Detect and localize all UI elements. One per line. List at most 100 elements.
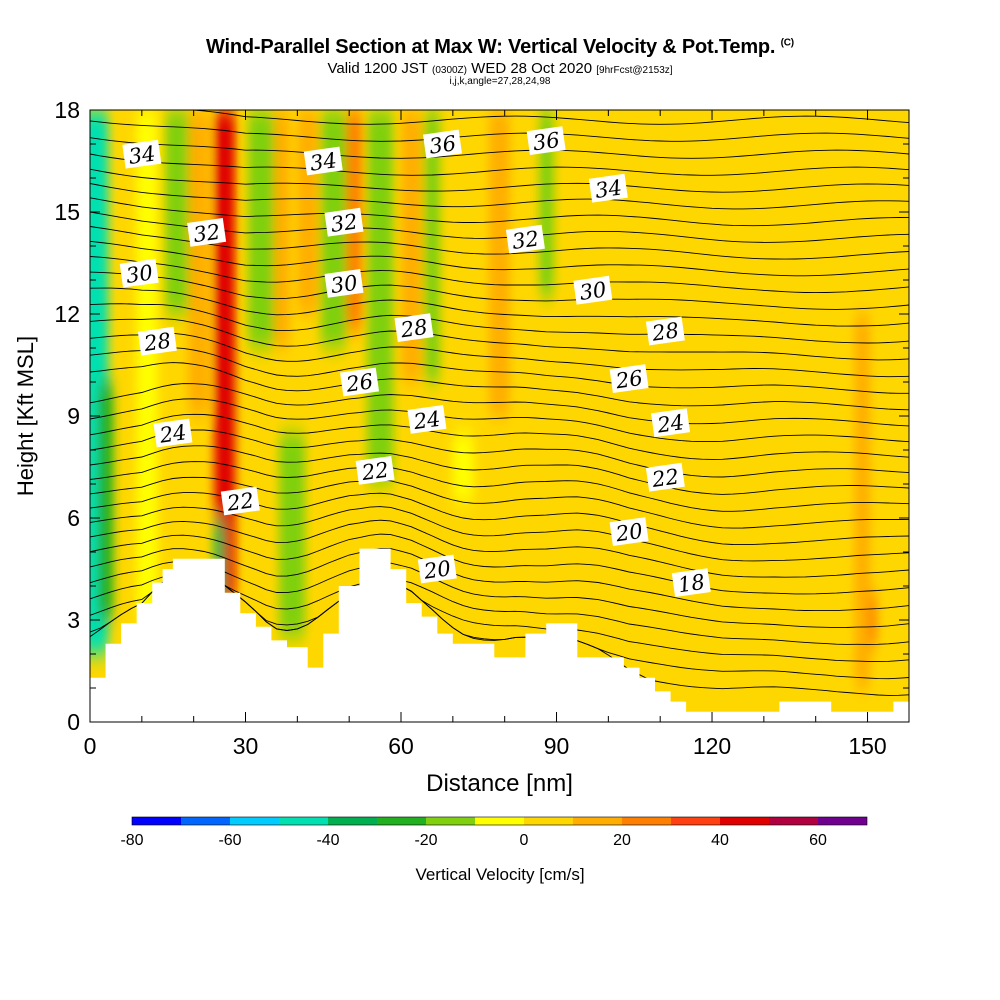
contour-label-text: 34 — [308, 148, 338, 175]
contour-label-text: 36 — [428, 131, 458, 158]
x-tick-label: 30 — [233, 733, 259, 759]
isentrope — [90, 183, 909, 210]
velocity-band — [489, 110, 510, 416]
velocity-band — [188, 110, 210, 416]
velocity-band — [274, 110, 290, 348]
colorbar-swatch — [524, 817, 573, 825]
isentrope — [90, 240, 909, 277]
colorbar-swatch — [132, 817, 181, 825]
colorbar-swatch — [622, 817, 671, 825]
contour-label: 22 — [355, 456, 395, 485]
y-tick-label: 3 — [67, 607, 80, 633]
contour-label-text: 18 — [677, 570, 707, 597]
colorbar-swatch — [475, 817, 524, 825]
velocity-band — [248, 110, 275, 348]
params-text: i,j,k,angle=27,28,24,98 — [449, 76, 551, 87]
x-axis-label: Distance [nm] — [426, 770, 573, 797]
isentrope — [90, 572, 909, 645]
y-tick-label: 12 — [54, 301, 80, 327]
velocity-band — [97, 382, 114, 620]
colorbar-swatch — [230, 817, 279, 825]
contour-label: 34 — [303, 146, 343, 176]
contour-label-text: 30 — [578, 277, 608, 304]
colorbar-tick-label: 60 — [809, 832, 827, 849]
contour-label: 28 — [137, 326, 177, 356]
y-tick-label: 15 — [54, 199, 80, 225]
contour-label: 18 — [671, 568, 711, 597]
isentrope — [90, 413, 909, 460]
contour-label: 36 — [422, 129, 462, 159]
colorbar-label: Vertical Velocity [cm/s] — [415, 865, 584, 884]
velocity-field — [90, 110, 877, 688]
velocity-band — [868, 592, 877, 648]
contour-label: 22 — [645, 462, 685, 492]
colorbar-swatch — [720, 817, 769, 825]
colorbar-tick-label: -80 — [120, 832, 143, 849]
velocity-band — [732, 246, 754, 654]
contour-label-text: 32 — [192, 220, 222, 247]
contour-label: 28 — [645, 316, 685, 346]
title-text: Wind-Parallel Section at Max W: Vertical… — [206, 36, 776, 58]
contour-label-text: 24 — [655, 410, 686, 438]
contour-label: 24 — [153, 418, 193, 448]
chart-subtitle: Valid 1200 JST (0300Z) WED 28 Oct 2020 [… — [0, 60, 1000, 77]
x-tick-label: 120 — [693, 733, 731, 759]
title-mark: (C) — [780, 37, 795, 49]
x-tick-label: 90 — [544, 733, 570, 759]
y-tick-label: 9 — [67, 403, 80, 429]
velocity-band — [367, 110, 394, 484]
isentrope — [90, 226, 909, 260]
colorbar-tick-label: 0 — [520, 832, 529, 849]
contour-label: 30 — [119, 258, 159, 288]
isentrope — [90, 548, 909, 612]
y-tick-label: 0 — [67, 709, 80, 735]
x-tick-label: 0 — [84, 733, 97, 759]
isentrope — [90, 533, 909, 595]
colorbar: -80 -60 -40 -20 0 20 40 60 Vertical Velocity [cm… — [120, 816, 868, 884]
y-tick-label: 6 — [67, 505, 80, 531]
velocity-band — [665, 178, 687, 637]
contour-label: 30 — [573, 275, 613, 305]
chart-params: i,j,k,angle=27,28,24,98 — [0, 76, 1000, 87]
isentrope — [90, 68, 909, 90]
contour-label-text: 22 — [650, 464, 681, 492]
chart-title: Wind-Parallel Section at Max W: Vertical… — [0, 36, 1000, 59]
contour-label: 34 — [122, 139, 162, 169]
velocity-band — [854, 314, 871, 688]
isentrope — [90, 137, 909, 159]
isentrope — [90, 519, 909, 578]
contour-label-text: 26 — [613, 366, 644, 394]
valid-date: WED 28 Oct 2020 — [471, 60, 593, 77]
contour-label-text: 32 — [511, 226, 541, 253]
colorbar-swatch — [573, 817, 622, 825]
isentrope — [90, 332, 909, 378]
contour-label-text: 34 — [127, 141, 157, 168]
contour-label: 26 — [340, 367, 380, 397]
velocity-band — [297, 110, 319, 314]
contour-label-text: 28 — [650, 318, 681, 346]
velocity-band — [802, 178, 829, 688]
contour-label: 36 — [526, 126, 566, 155]
contour-label-text: 20 — [422, 556, 453, 584]
isentrope — [90, 86, 909, 107]
isentrope — [90, 445, 909, 495]
contour-label: 32 — [505, 224, 545, 254]
valid-prefix: Valid 1200 JST — [327, 60, 428, 77]
isentrope — [90, 347, 909, 394]
y-axis-label: Height [Kft MSL] — [13, 336, 38, 496]
isentrope — [90, 153, 909, 176]
contour-label: 24 — [407, 405, 447, 434]
contour-label-text: 34 — [594, 175, 624, 202]
isentrope — [90, 256, 909, 294]
contour-label: 22 — [220, 486, 260, 516]
colorbar-tick-label: 20 — [613, 832, 631, 849]
colorbar-swatch — [426, 817, 475, 825]
contour-label: 30 — [324, 269, 364, 298]
contour-label: 28 — [394, 313, 434, 342]
isentrope — [90, 168, 909, 193]
isentrope — [90, 398, 909, 443]
contour-label-text: 30 — [329, 271, 359, 298]
contour-label: 26 — [609, 364, 649, 394]
isentrope — [90, 197, 909, 227]
